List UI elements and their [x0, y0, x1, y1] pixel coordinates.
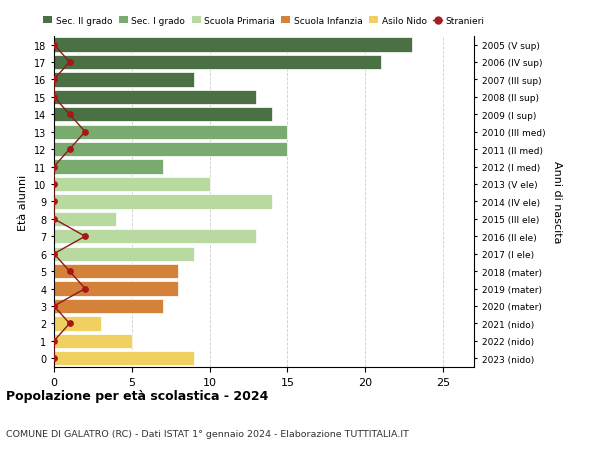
Point [49, 251, 59, 258]
Point [49, 77, 59, 84]
Point [80, 233, 90, 241]
Bar [54, 56, 380, 70]
Bar [54, 178, 209, 192]
Point [49, 42, 59, 49]
Bar [54, 230, 256, 244]
Point [65, 146, 74, 153]
Bar [54, 317, 101, 331]
Text: COMUNE DI GALATRO (RC) - Dati ISTAT 1° gennaio 2024 - Elaborazione TUTTITALIA.IT: COMUNE DI GALATRO (RC) - Dati ISTAT 1° g… [6, 429, 409, 438]
Bar [54, 160, 163, 174]
Bar [54, 108, 272, 122]
Bar [54, 73, 194, 87]
Point [80, 285, 90, 292]
Point [49, 94, 59, 101]
Point [49, 302, 59, 310]
Point [65, 320, 74, 327]
Y-axis label: Età alunni: Età alunni [19, 174, 28, 230]
Point [49, 163, 59, 171]
Bar [54, 212, 116, 226]
Bar [54, 38, 412, 52]
Bar [54, 282, 178, 296]
Text: Popolazione per età scolastica - 2024: Popolazione per età scolastica - 2024 [6, 389, 268, 403]
Bar [54, 352, 194, 366]
Point [49, 355, 59, 362]
Bar [54, 143, 287, 157]
Point [80, 129, 90, 136]
Legend: Sec. II grado, Sec. I grado, Scuola Primaria, Scuola Infanzia, Asilo Nido, Stran: Sec. II grado, Sec. I grado, Scuola Prim… [43, 17, 485, 26]
Bar [54, 247, 194, 261]
Point [49, 198, 59, 206]
Bar [54, 299, 163, 313]
Point [65, 112, 74, 119]
Y-axis label: Anni di nascita: Anni di nascita [552, 161, 562, 243]
Point [49, 337, 59, 345]
Bar [54, 125, 287, 140]
Point [49, 216, 59, 223]
Point [65, 268, 74, 275]
Bar [54, 334, 132, 348]
Bar [54, 90, 256, 105]
Point [49, 181, 59, 188]
Bar [54, 264, 178, 279]
Bar [54, 195, 272, 209]
Point [65, 59, 74, 67]
